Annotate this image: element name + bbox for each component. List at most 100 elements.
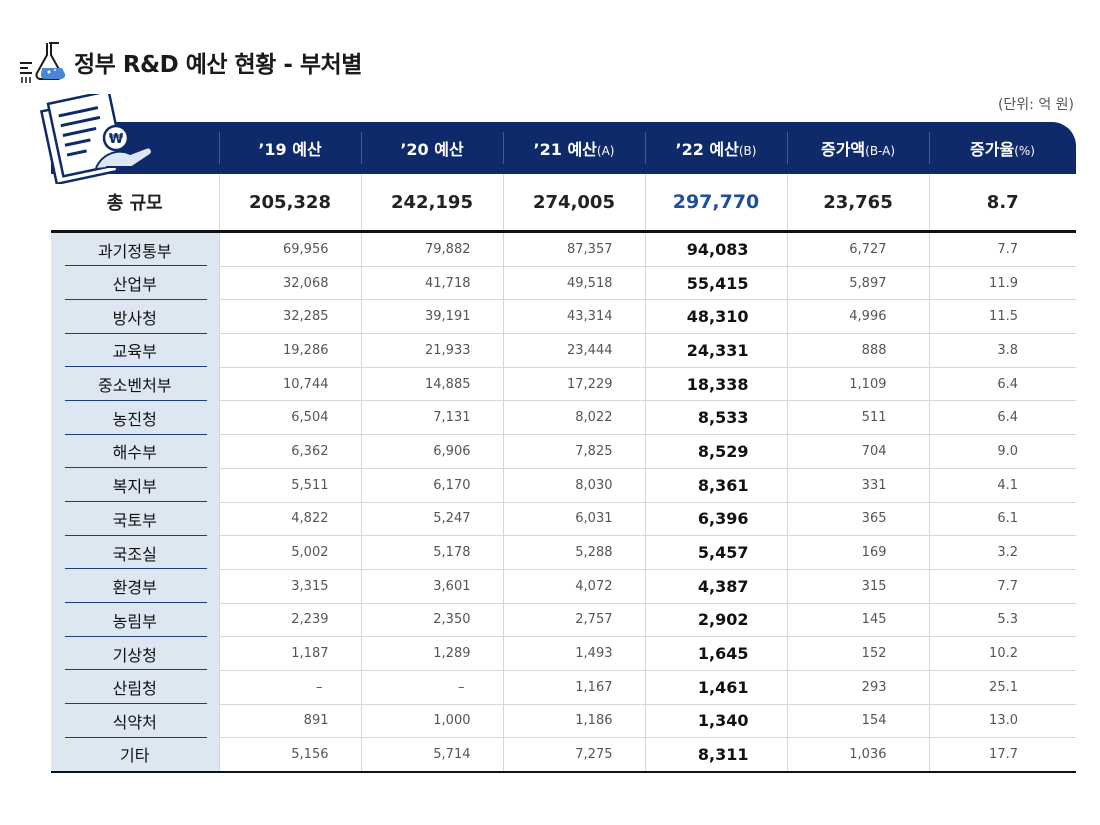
- value-21: 23,444: [502, 333, 645, 368]
- table-row: 식약처 891 1,000 1,186 1,340 154 13.0: [51, 704, 1076, 739]
- budget-table-wrap: ’19 예산 ’20 예산 ’21 예산(A) ’22 예산(B) 증가액(B-…: [51, 122, 1076, 774]
- value-increase: 169: [786, 535, 929, 570]
- value-21: 87,357: [502, 231, 645, 267]
- value-increase: 4,996: [786, 299, 929, 335]
- title-row: 정부 R&D 예산 현황 - 부처별: [16, 40, 362, 84]
- value-20: 5,178: [360, 535, 503, 570]
- value-21: 8,030: [502, 468, 645, 503]
- value-rate: 4.1: [928, 468, 1076, 503]
- value-20: 6,906: [360, 434, 503, 469]
- header-21-small: (A): [596, 144, 615, 158]
- dept-cell: 환경부: [51, 569, 219, 604]
- value-increase: 315: [786, 569, 929, 604]
- value-increase: 1,109: [786, 367, 929, 402]
- dept-cell: 기타: [51, 737, 219, 774]
- table-row: 환경부 3,315 3,601 4,072 4,387 315 7.7: [51, 569, 1076, 604]
- value-21: 2,757: [502, 603, 645, 638]
- value-22: 24,331: [644, 333, 787, 368]
- value-increase: 704: [786, 434, 929, 469]
- dept-cell: 기상청: [51, 636, 219, 671]
- table-row: 복지부 5,511 6,170 8,030 8,361 331 4.1: [51, 468, 1076, 503]
- value-19: 3,315: [218, 569, 361, 604]
- dept-cell: 방사청: [51, 299, 219, 334]
- header-22-small: (B): [738, 144, 757, 158]
- value-rate: 6.1: [928, 502, 1076, 537]
- header-rate-main: 증가율: [970, 140, 1015, 159]
- header-20: ’20 예산: [361, 122, 503, 174]
- value-21: 7,825: [502, 434, 645, 469]
- value-increase: 154: [786, 704, 929, 739]
- value-21: 17,229: [502, 367, 645, 402]
- value-20: 14,885: [360, 367, 503, 402]
- table-row: 농림부 2,239 2,350 2,757 2,902 145 5.3: [51, 603, 1076, 638]
- value-increase: 511: [786, 400, 929, 436]
- table-row: 방사청 32,285 39,191 43,314 48,310 4,996 11.5: [51, 299, 1076, 335]
- header-row: ’19 예산 ’20 예산 ’21 예산(A) ’22 예산(B) 증가액(B-…: [51, 122, 1076, 174]
- value-21: 4,072: [502, 569, 645, 604]
- budget-table: ’19 예산 ’20 예산 ’21 예산(A) ’22 예산(B) 증가액(B-…: [51, 122, 1076, 774]
- table-row: 국조실 5,002 5,178 5,288 5,457 169 3.2: [51, 535, 1076, 570]
- unit-note: (단위: 억 원): [997, 97, 1074, 113]
- value-20: 2,350: [360, 603, 503, 638]
- table-row: 교육부 19,286 21,933 23,444 24,331 888 3.8: [51, 333, 1076, 368]
- value-19: 5,002: [218, 535, 361, 570]
- value-increase: 1,036: [786, 737, 929, 774]
- table-row: 국토부 4,822 5,247 6,031 6,396 365 6.1: [51, 502, 1076, 537]
- value-22: 48,310: [644, 299, 787, 335]
- document-coin-icon: ₩: [39, 94, 153, 184]
- header-rate: 증가율(%): [929, 122, 1076, 174]
- table-row: 해수부 6,362 6,906 7,825 8,529 704 9.0: [51, 434, 1076, 469]
- value-21: 6,031: [502, 502, 645, 537]
- total-22: 297,770: [644, 174, 787, 233]
- dept-cell: 산림청: [51, 670, 219, 705]
- value-increase: 888: [786, 333, 929, 368]
- value-21: 1,167: [502, 670, 645, 705]
- dept-cell: 농림부: [51, 603, 219, 637]
- value-20: 5,714: [360, 737, 503, 774]
- header-22: ’22 예산(B): [645, 122, 787, 174]
- header-increase-small: (B-A): [865, 144, 896, 158]
- header-increase: 증가액(B-A): [787, 122, 929, 174]
- value-19: 1,187: [218, 636, 361, 671]
- value-20: 41,718: [360, 266, 503, 301]
- total-20: 242,195: [360, 174, 503, 233]
- dept-cell: 국토부: [51, 502, 219, 536]
- value-19: 6,362: [218, 434, 361, 469]
- value-21: 1,493: [502, 636, 645, 671]
- value-increase: 152: [786, 636, 929, 671]
- dept-cell: 복지부: [51, 468, 219, 502]
- value-20: 1,000: [360, 704, 503, 739]
- value-rate: 5.3: [928, 603, 1076, 638]
- header-22-main: ’22 예산: [675, 140, 739, 159]
- value-20: 79,882: [360, 231, 503, 267]
- value-20: 5,247: [360, 502, 503, 537]
- total-21: 274,005: [502, 174, 645, 233]
- table-row: 농진청 6,504 7,131 8,022 8,533 511 6.4: [51, 400, 1076, 436]
- table-row: 기타 5,156 5,714 7,275 8,311 1,036 17.7: [51, 737, 1076, 774]
- value-22: 2,902: [644, 603, 787, 638]
- table-row: 기상청 1,187 1,289 1,493 1,645 152 10.2: [51, 636, 1076, 671]
- table-row: 산업부 32,068 41,718 49,518 55,415 5,897 11.9: [51, 266, 1076, 301]
- value-19: 4,822: [218, 502, 361, 537]
- value-21: 1,186: [502, 704, 645, 739]
- value-22: 1,340: [644, 704, 787, 739]
- value-rate: 17.7: [928, 737, 1076, 774]
- dept-cell: 중소벤처부: [51, 367, 219, 401]
- value-20: 6,170: [360, 468, 503, 503]
- value-22: 94,083: [644, 231, 787, 267]
- value-rate: 9.0: [928, 434, 1076, 469]
- value-22: 1,461: [644, 670, 787, 705]
- value-21: 7,275: [502, 737, 645, 774]
- value-19: 5,156: [218, 737, 361, 774]
- total-19: 205,328: [218, 174, 361, 233]
- value-rate: 7.7: [928, 231, 1076, 267]
- value-20: 3,601: [360, 569, 503, 604]
- value-rate: 13.0: [928, 704, 1076, 739]
- dept-cell: 농진청: [51, 400, 219, 435]
- value-rate: 6.4: [928, 367, 1076, 402]
- value-22: 5,457: [644, 535, 787, 570]
- header-increase-main: 증가액: [820, 140, 866, 159]
- value-19: –: [218, 670, 361, 705]
- value-increase: 6,727: [786, 231, 929, 267]
- dept-cell: 교육부: [51, 333, 219, 368]
